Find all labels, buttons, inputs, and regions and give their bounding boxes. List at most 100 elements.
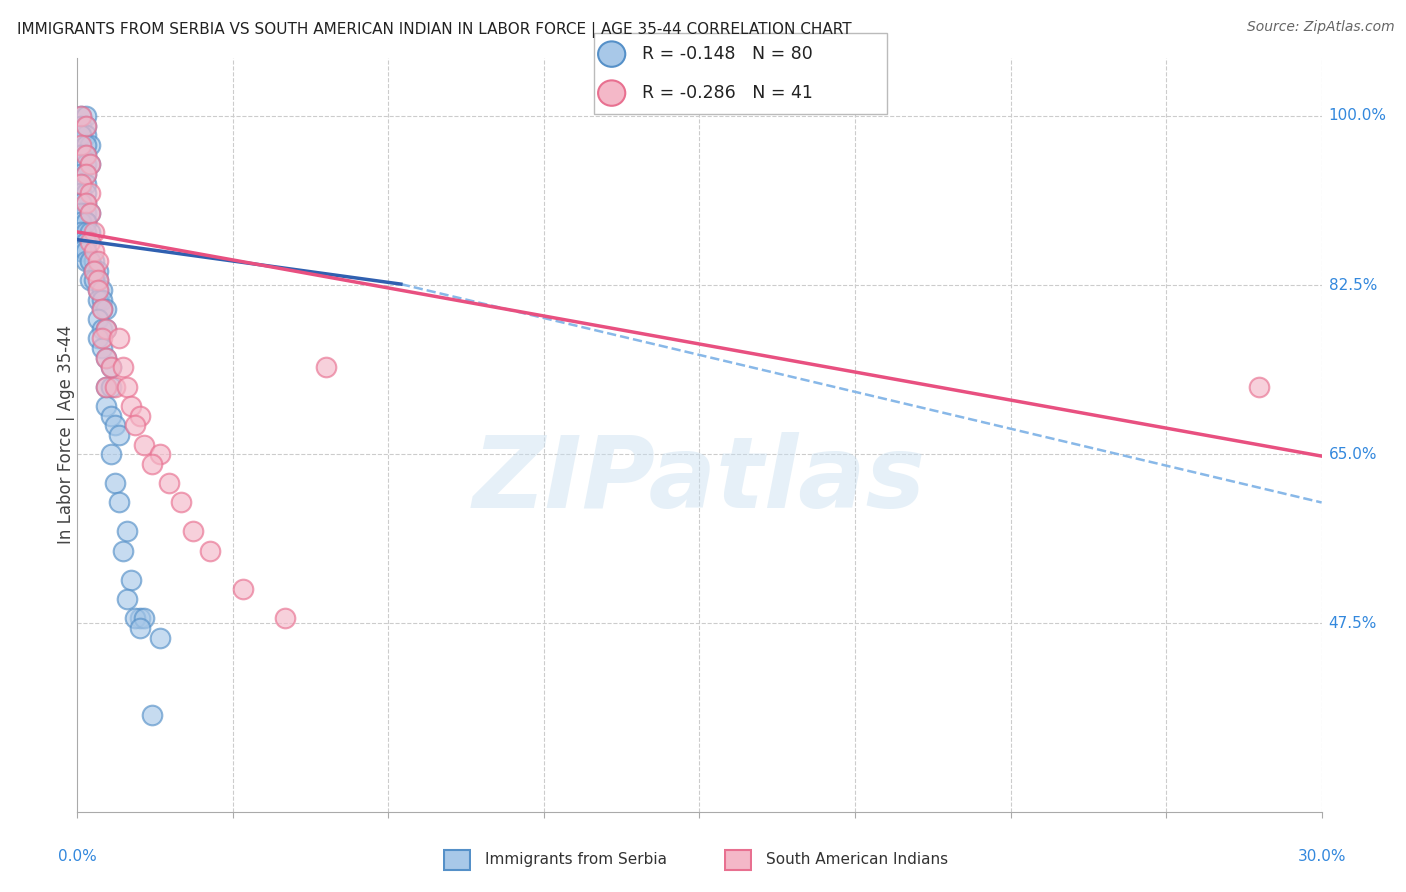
Point [100,379,122,393]
Point [87,293,110,307]
Point [91,283,114,297]
Point [120,573,142,587]
Point [87,273,110,287]
Text: 65.0%: 65.0% [1329,447,1376,462]
Point [115,592,138,607]
Point [132,611,155,625]
Point [70,147,93,161]
Point [315,360,337,375]
Ellipse shape [598,80,626,106]
Text: 0.0%: 0.0% [58,849,97,864]
Point [124,418,146,433]
Point [108,495,131,509]
Point [75,109,97,123]
Point [75,235,97,249]
Point [75,119,97,133]
Point [83,263,105,277]
Ellipse shape [598,41,626,67]
Point [75,235,97,249]
Text: 100.0%: 100.0% [1329,109,1386,123]
Point [83,273,105,287]
Point [75,215,97,229]
Point [108,428,131,442]
FancyBboxPatch shape [593,33,887,114]
Point [70,195,93,210]
Point [141,708,163,723]
Point [75,205,97,219]
Point [96,321,118,335]
Point [70,138,93,153]
Text: 30.0%: 30.0% [1298,849,1346,864]
Point [79,254,101,268]
Point [70,205,93,219]
Point [70,225,93,239]
Point [157,476,180,491]
Point [70,157,93,171]
Point [75,186,97,201]
Point [124,611,146,625]
Point [87,283,110,297]
Point [83,263,105,277]
Point [75,215,97,229]
Point [91,293,114,307]
Point [87,263,110,277]
Point [70,109,93,123]
Point [100,360,122,375]
Point [79,186,101,201]
Point [91,321,114,335]
Point [70,109,93,123]
Point [70,195,93,210]
Point [75,167,97,181]
Point [274,611,297,625]
Point [232,582,254,597]
Text: R = -0.148   N = 80: R = -0.148 N = 80 [643,45,813,63]
Point [70,215,93,229]
Point [70,119,93,133]
Point [128,611,150,625]
FancyBboxPatch shape [444,850,470,870]
Point [96,379,118,393]
Point [115,379,138,393]
Point [170,495,193,509]
Point [83,254,105,268]
Point [75,225,97,239]
Text: South American Indians: South American Indians [766,853,949,867]
Point [1249,379,1271,393]
Text: Immigrants from Serbia: Immigrants from Serbia [485,853,666,867]
Point [75,195,97,210]
Point [79,273,101,287]
Point [115,524,138,539]
Point [79,157,101,171]
Point [79,225,101,239]
Point [128,621,150,635]
Point [83,263,105,277]
Point [75,119,97,133]
Point [75,244,97,259]
Point [111,360,134,375]
Point [87,331,110,345]
FancyBboxPatch shape [725,850,751,870]
Point [198,543,221,558]
Point [108,331,131,345]
Point [96,302,118,317]
Point [104,379,127,393]
Point [183,524,205,539]
Text: ZIPatlas: ZIPatlas [472,432,927,529]
Point [87,273,110,287]
Point [91,341,114,355]
Point [79,138,101,153]
Point [87,254,110,268]
Point [70,186,93,201]
Point [79,205,101,219]
Point [83,244,105,259]
Point [120,399,142,413]
Point [70,235,93,249]
Point [132,437,155,451]
Point [75,147,97,161]
Point [75,195,97,210]
Point [70,128,93,143]
Point [75,254,97,268]
Point [70,177,93,191]
Text: IMMIGRANTS FROM SERBIA VS SOUTH AMERICAN INDIAN IN LABOR FORCE | AGE 35-44 CORRE: IMMIGRANTS FROM SERBIA VS SOUTH AMERICAN… [17,22,852,38]
Point [111,543,134,558]
